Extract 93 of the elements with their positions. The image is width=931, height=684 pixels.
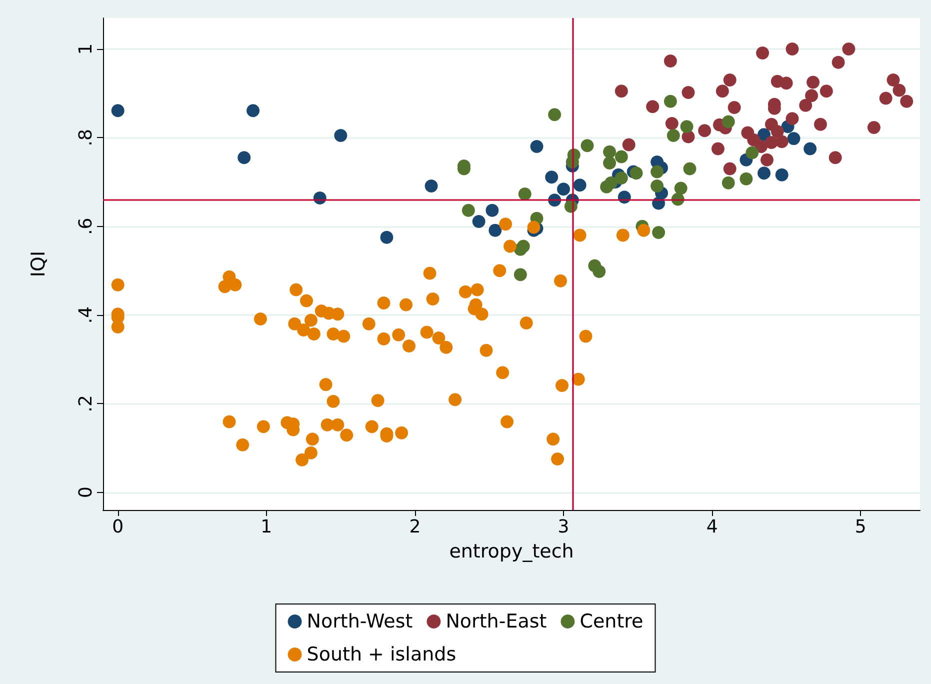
point bbox=[488, 224, 502, 237]
point bbox=[664, 54, 677, 68]
point bbox=[892, 84, 906, 97]
point bbox=[820, 84, 833, 98]
point bbox=[530, 140, 544, 154]
legend-label: Centre bbox=[580, 610, 644, 632]
point bbox=[650, 165, 664, 178]
point bbox=[770, 124, 784, 138]
point bbox=[646, 100, 660, 114]
point bbox=[740, 172, 753, 186]
point bbox=[805, 89, 818, 102]
point bbox=[518, 187, 532, 200]
point bbox=[814, 118, 827, 131]
point bbox=[600, 180, 614, 194]
point bbox=[573, 178, 586, 192]
point bbox=[603, 145, 616, 158]
point bbox=[758, 166, 771, 180]
point bbox=[630, 166, 643, 180]
point bbox=[580, 139, 594, 152]
point bbox=[746, 146, 759, 160]
y-tick-label: .2 bbox=[76, 395, 96, 412]
point bbox=[832, 56, 845, 69]
point bbox=[514, 268, 527, 282]
point bbox=[614, 84, 628, 98]
x-tick-label: 5 bbox=[854, 516, 866, 538]
point bbox=[545, 170, 558, 184]
point bbox=[723, 162, 736, 176]
x-tick-label: 0 bbox=[112, 516, 124, 538]
point bbox=[614, 150, 628, 164]
point bbox=[787, 132, 800, 146]
point bbox=[806, 76, 820, 89]
x-tick-label: 1 bbox=[260, 516, 272, 538]
point bbox=[334, 128, 348, 142]
point bbox=[722, 176, 735, 190]
point bbox=[622, 138, 636, 152]
point bbox=[867, 120, 880, 134]
point bbox=[764, 136, 778, 150]
point bbox=[698, 124, 712, 138]
x-tick-label: 2 bbox=[409, 516, 421, 538]
x-tick-label: 4 bbox=[706, 516, 718, 538]
point bbox=[711, 142, 724, 156]
point bbox=[828, 151, 842, 164]
legend-label: North-West bbox=[306, 610, 413, 632]
point bbox=[666, 128, 680, 142]
point bbox=[842, 42, 856, 56]
point bbox=[760, 153, 774, 166]
point bbox=[664, 94, 677, 108]
x-axis-title: entropy_tech bbox=[449, 540, 574, 562]
point bbox=[722, 115, 735, 128]
point bbox=[246, 104, 260, 118]
point bbox=[728, 101, 741, 114]
point bbox=[111, 104, 124, 118]
point bbox=[879, 92, 892, 105]
point bbox=[786, 112, 799, 126]
legend-label: North-East bbox=[446, 610, 547, 632]
point bbox=[238, 151, 251, 164]
point bbox=[683, 162, 696, 176]
point bbox=[716, 84, 729, 98]
point bbox=[674, 182, 688, 195]
point bbox=[665, 116, 678, 130]
point bbox=[756, 46, 770, 60]
point bbox=[650, 179, 664, 192]
point bbox=[886, 74, 900, 87]
point bbox=[780, 76, 793, 90]
point bbox=[799, 98, 812, 112]
point bbox=[786, 42, 799, 56]
point bbox=[592, 265, 606, 278]
point bbox=[514, 242, 527, 256]
point bbox=[723, 74, 736, 87]
point bbox=[900, 94, 914, 108]
point bbox=[652, 226, 666, 240]
point bbox=[680, 120, 694, 134]
legend-label: South + islands bbox=[306, 644, 456, 666]
point bbox=[380, 230, 394, 244]
y-tick-label: .6 bbox=[76, 218, 96, 235]
y-axis-title: IQI bbox=[28, 250, 50, 278]
point bbox=[614, 172, 628, 185]
point bbox=[462, 204, 475, 217]
point bbox=[804, 142, 817, 156]
y-tick-label: .8 bbox=[76, 129, 96, 146]
x-tick-label: 3 bbox=[558, 516, 570, 538]
y-tick-label: .4 bbox=[76, 306, 96, 324]
point bbox=[603, 156, 616, 170]
point bbox=[486, 204, 499, 217]
point bbox=[557, 182, 570, 196]
point bbox=[424, 179, 438, 192]
point bbox=[472, 214, 486, 228]
point bbox=[682, 86, 695, 99]
point bbox=[548, 108, 562, 122]
point bbox=[775, 168, 788, 182]
point bbox=[754, 140, 768, 154]
y-tick-label: 1 bbox=[76, 43, 96, 55]
y-tick-label: 0 bbox=[76, 486, 96, 498]
